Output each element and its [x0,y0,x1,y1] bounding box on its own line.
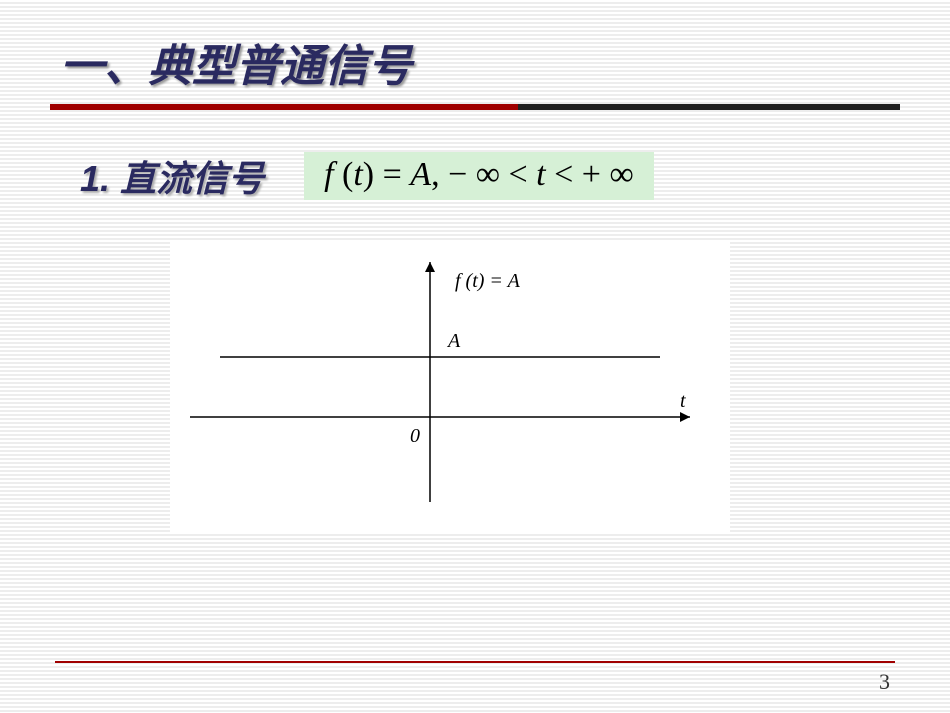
formula-range-t: t [536,156,545,193]
slide: 一、典型普通信号 1. 直流信号 f (t) = A, − ∞ < t < + … [0,0,950,713]
formula-t: t [353,156,362,193]
label-t: t [680,390,686,412]
underline-black [518,104,901,110]
formula-open: ( [334,156,354,193]
formula-A: A [410,156,431,193]
label-top: f (t) = A [455,270,521,292]
x-axis-arrow [680,412,690,422]
subtitle-row: 1. 直流信号 f (t) = A, − ∞ < t < + ∞ [50,150,900,202]
chart: f (t) = A A t 0 [170,242,730,532]
label-origin: 0 [410,425,420,447]
formula-range-prefix: − ∞ < [440,156,537,193]
subtitle: 1. 直流信号 [80,150,264,202]
subtitle-number: 1. [80,158,110,199]
bottom-line [55,661,895,663]
formula-close: ) = [363,156,411,193]
chart-svg: f (t) = A A t 0 [170,242,730,532]
formula: f (t) = A, − ∞ < t < + ∞ [304,152,654,200]
formula-range-suffix: < + ∞ [546,156,634,193]
formula-comma: , [431,156,440,193]
underline-red [50,104,518,110]
title-underline [50,104,900,110]
y-axis-arrow [425,262,435,272]
formula-f: f [324,156,333,193]
page-number: 3 [879,669,890,695]
label-A: A [446,330,461,352]
subtitle-text: 直流信号 [120,158,264,199]
page-title: 一、典型普通信号 [50,30,900,94]
